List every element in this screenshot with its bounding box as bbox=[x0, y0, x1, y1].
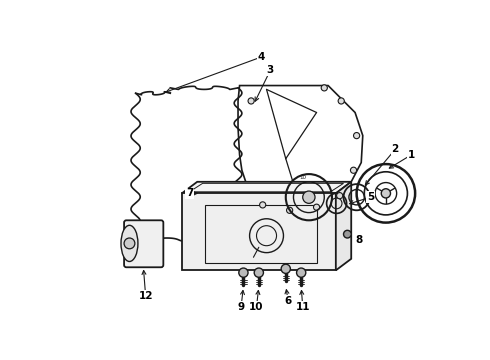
Text: 1: 1 bbox=[408, 150, 415, 160]
Text: 11: 11 bbox=[295, 302, 310, 311]
Circle shape bbox=[338, 98, 344, 104]
Text: 3: 3 bbox=[267, 65, 274, 75]
Polygon shape bbox=[182, 182, 351, 193]
Circle shape bbox=[321, 85, 327, 91]
Circle shape bbox=[303, 191, 315, 203]
Text: 10: 10 bbox=[299, 175, 306, 180]
Circle shape bbox=[350, 167, 357, 173]
Circle shape bbox=[287, 207, 293, 213]
Circle shape bbox=[314, 204, 319, 210]
FancyBboxPatch shape bbox=[124, 220, 163, 267]
Text: 6: 6 bbox=[285, 296, 292, 306]
Circle shape bbox=[248, 98, 254, 104]
Circle shape bbox=[381, 189, 391, 198]
Circle shape bbox=[239, 268, 248, 277]
Polygon shape bbox=[336, 182, 351, 270]
Circle shape bbox=[343, 230, 351, 238]
Circle shape bbox=[281, 264, 291, 274]
Ellipse shape bbox=[121, 225, 138, 261]
Text: 7: 7 bbox=[186, 188, 193, 198]
Circle shape bbox=[254, 268, 264, 277]
Text: 10: 10 bbox=[249, 302, 264, 311]
Circle shape bbox=[260, 202, 266, 208]
Text: 2: 2 bbox=[392, 144, 399, 154]
Circle shape bbox=[337, 193, 343, 199]
Text: 8: 8 bbox=[355, 235, 363, 244]
Text: 12: 12 bbox=[138, 291, 153, 301]
Text: 4: 4 bbox=[257, 52, 265, 62]
Circle shape bbox=[296, 268, 306, 277]
Polygon shape bbox=[182, 193, 336, 270]
Text: 9: 9 bbox=[238, 302, 245, 311]
Circle shape bbox=[354, 132, 360, 139]
Text: 5: 5 bbox=[367, 192, 374, 202]
Circle shape bbox=[124, 238, 135, 249]
